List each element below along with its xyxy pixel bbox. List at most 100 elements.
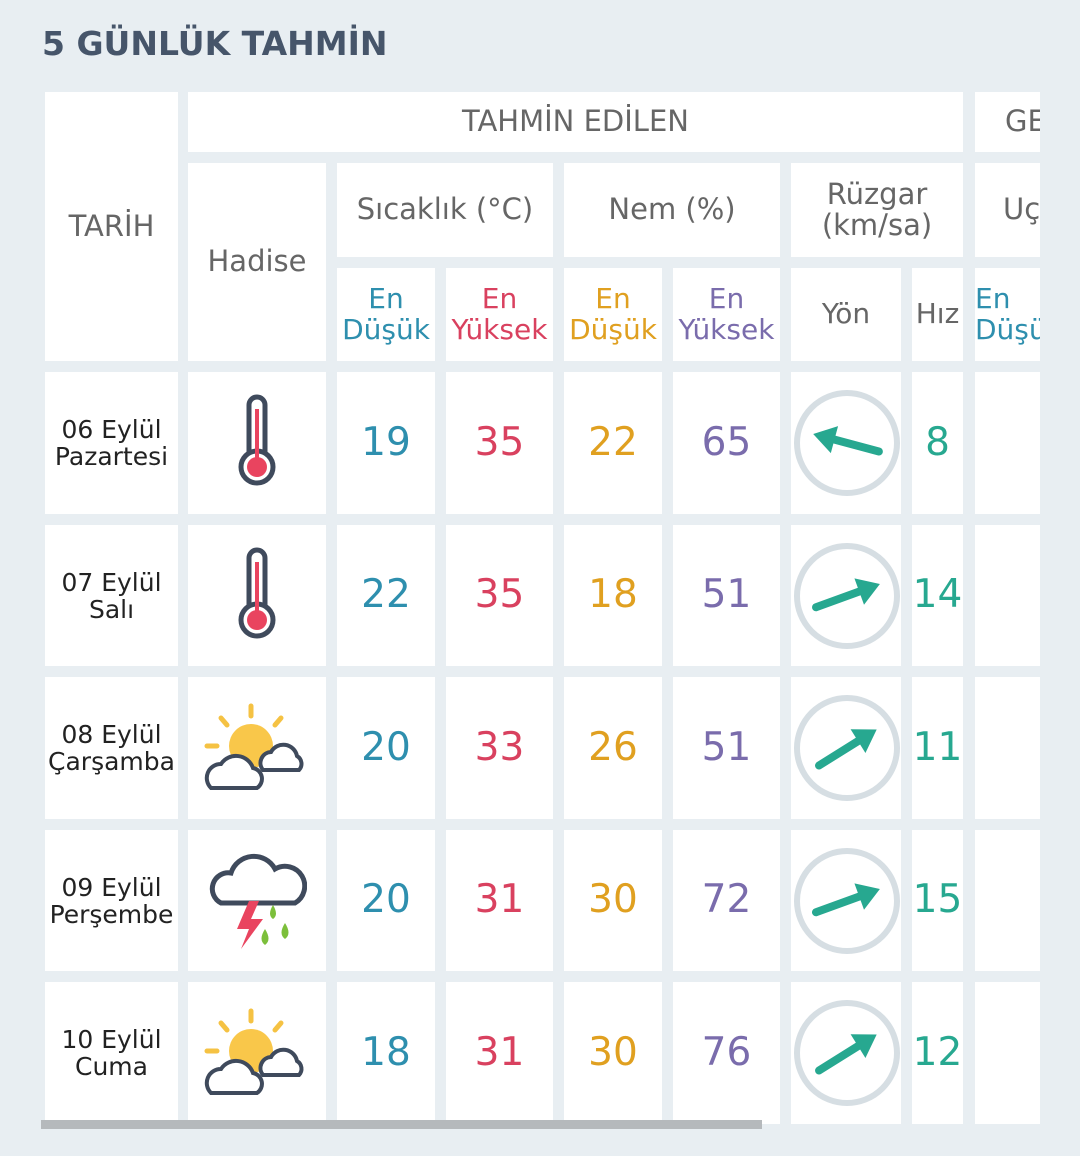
icon	[204, 703, 304, 790]
date-cell: 07 Eylül Salı	[45, 525, 178, 666]
cell-text: Rüzgar	[826, 176, 928, 211]
value-cell: 72	[673, 830, 780, 971]
value-cell: 18	[564, 525, 662, 666]
subheader-cell: En Yüksek	[446, 268, 553, 361]
cell-text: En	[595, 282, 631, 316]
value-cell: 31	[446, 982, 553, 1124]
cell-text: 06 Eylül	[61, 415, 162, 444]
value: 22	[588, 419, 638, 465]
icon	[794, 695, 900, 801]
cell	[975, 830, 1040, 971]
cell-text: 08 Eylül	[61, 720, 162, 749]
cell-text: Düşük	[342, 312, 430, 346]
header-cell: TAHMİN EDİLEN	[188, 92, 963, 152]
value: 20	[361, 724, 411, 770]
icon	[794, 1000, 900, 1106]
cell-text: En	[708, 282, 745, 316]
value-cell: 14	[912, 525, 963, 666]
value: 18	[588, 572, 638, 618]
value: 31	[474, 877, 525, 923]
cell-text: 09 Eylül	[61, 872, 162, 902]
cell-text: Cuma	[75, 1052, 148, 1081]
cell-text: En	[481, 282, 518, 316]
date-cell: 06 Eylül Pazartesi	[45, 372, 178, 514]
value-cell: 65	[673, 372, 780, 514]
subheader-cell: En Düşük	[337, 268, 435, 361]
value: 30	[588, 1029, 638, 1075]
value: 76	[701, 1029, 752, 1075]
cell-text: Hız	[915, 297, 960, 331]
cell-text: Çarşamba	[48, 747, 175, 776]
cell	[975, 982, 1040, 1124]
cell-text: TARİH	[68, 208, 155, 243]
date-cell: 09 Eylül Perşembe	[45, 830, 178, 971]
value-cell: 19	[337, 372, 435, 514]
icon	[794, 847, 900, 954]
header-cell: TARİH	[45, 92, 178, 361]
cell-text: Salı	[88, 594, 135, 624]
scrollbar[interactable]	[41, 1120, 762, 1129]
value: 33	[474, 724, 525, 770]
value-cell: 51	[673, 677, 780, 819]
value-cell: 22	[564, 372, 662, 514]
value-cell: 11	[912, 677, 963, 819]
value-cell: 20	[337, 830, 435, 971]
cell-text: 07 Eylül	[61, 567, 162, 597]
cell-text: GE	[1005, 104, 1040, 139]
value: 11	[912, 724, 963, 770]
value: 72	[701, 877, 752, 923]
value-cell: 26	[564, 677, 662, 819]
date-cell: 10 Eylül Cuma	[45, 982, 178, 1124]
value: 65	[701, 419, 752, 465]
title: 5 GÜNLÜK TAHMİN	[42, 24, 388, 63]
value-cell: 33	[446, 677, 553, 819]
value: 19	[361, 419, 411, 465]
icon	[794, 542, 900, 649]
value-cell: 18	[337, 982, 435, 1124]
date-cell: 08 Eylül Çarşamba	[45, 677, 178, 819]
value: 18	[361, 1029, 411, 1075]
cell-text: Yüksek	[451, 312, 548, 346]
header-cell: Hadise	[188, 163, 326, 361]
cell	[975, 372, 1040, 514]
value-cell: 76	[673, 982, 780, 1124]
value: 22	[361, 572, 411, 618]
value: 20	[361, 877, 411, 923]
header-cell: Uç	[975, 163, 1040, 257]
icon	[238, 394, 276, 486]
cell-text: TAHMİN EDİLEN	[462, 104, 689, 139]
subheader-cell: En Yüksek	[673, 268, 780, 361]
icon	[204, 1008, 304, 1095]
value-cell: 35	[446, 525, 553, 666]
cell-text: Pazartesi	[54, 442, 169, 471]
cell-text: En	[975, 282, 1011, 316]
value-cell: 20	[337, 677, 435, 819]
value-cell: 51	[673, 525, 780, 666]
cell-text: Düşük	[569, 312, 657, 346]
value: 31	[474, 1029, 525, 1075]
header-cell: GE	[975, 92, 1040, 152]
value: 51	[701, 724, 752, 770]
icon	[238, 547, 276, 638]
value: 12	[912, 1029, 963, 1075]
value-cell: 30	[564, 982, 662, 1124]
value: 15	[912, 877, 963, 923]
cell-text: 10 Eylül	[61, 1025, 162, 1054]
header-cell: Rüzgar (km/sa)	[791, 163, 963, 257]
value: 14	[912, 572, 963, 618]
cell	[975, 525, 1040, 666]
forecast-table: TARİH TAHMİN EDİLEN GE Hadise Sıcaklık (°C) N…	[45, 92, 1040, 1132]
header-cell: Nem (%)	[564, 163, 780, 257]
cell-text: En	[368, 282, 404, 316]
value-cell: 35	[446, 372, 553, 514]
value: 51	[701, 572, 752, 618]
icon	[794, 390, 900, 496]
cell-text: Yön	[821, 297, 871, 331]
value: 35	[474, 419, 525, 465]
subheader-cell: Yön	[791, 268, 901, 361]
cell-text: Hadise	[207, 244, 307, 279]
subheader-cell: En Düşü	[975, 268, 1040, 361]
value-cell: 31	[446, 830, 553, 971]
value-cell: 12	[912, 982, 963, 1124]
